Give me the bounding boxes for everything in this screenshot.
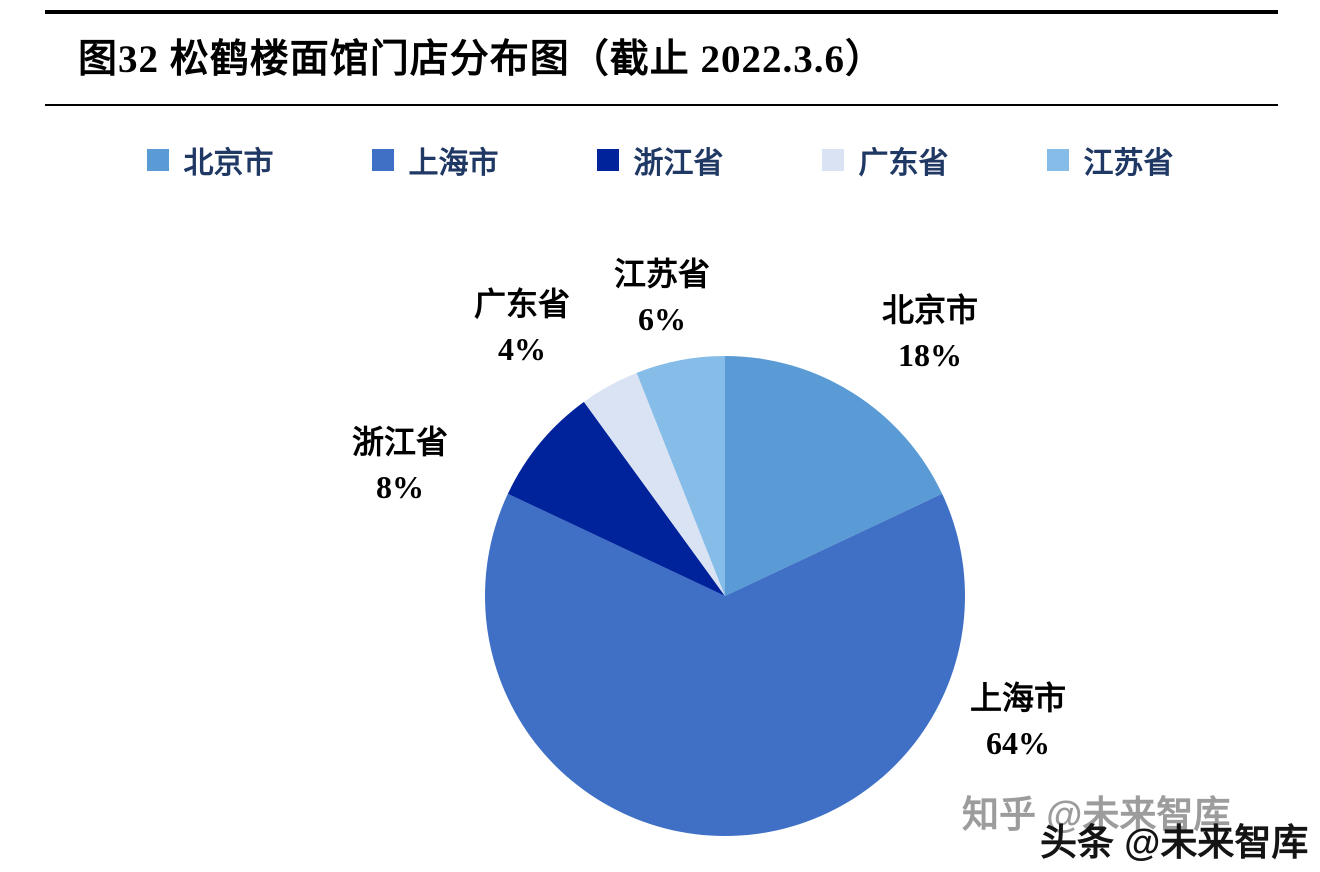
legend-item-1: 上海市 [371, 138, 499, 182]
legend: 北京市 上海市 浙江省 广东省 江苏省 [0, 138, 1320, 182]
pie-label-name-2: 浙江省 [351, 424, 448, 460]
legend-label-3: 广东省 [858, 147, 949, 180]
pie-label-name-3: 广东省 [473, 286, 570, 322]
pie-chart-wrap [479, 350, 971, 842]
pie-label-2: 浙江省 8% [310, 420, 490, 511]
watermark-zhihu: 知乎 @未来智库 [962, 794, 1231, 835]
top-rule [45, 10, 1278, 14]
legend-label-4: 江苏省 [1083, 147, 1174, 180]
title-divider-rule [45, 104, 1278, 106]
pie-slice-3 [583, 372, 725, 596]
legend-item-3: 广东省 [821, 138, 949, 182]
legend-swatch-0 [146, 149, 169, 171]
pie-slice-2 [507, 401, 725, 596]
pie-label-name-0: 北京市 [881, 292, 978, 328]
pie-label-1: 上海市 64% [928, 676, 1108, 767]
pie-label-value-3: 4% [498, 331, 546, 368]
legend-swatch-2 [596, 149, 619, 171]
legend-label-0: 北京市 [183, 147, 274, 180]
pie-label-name-1: 上海市 [969, 680, 1066, 716]
legend-label-1: 上海市 [408, 147, 499, 180]
legend-label-2: 浙江省 [633, 147, 724, 180]
legend-swatch-4 [1046, 149, 1069, 171]
legend-item-4: 江苏省 [1046, 138, 1174, 182]
legend-item-2: 浙江省 [596, 138, 724, 182]
pie-label-name-4: 江苏省 [613, 256, 710, 292]
legend-swatch-1 [371, 149, 394, 171]
pie-chart [485, 356, 965, 836]
pie-label-value-1: 64% [986, 725, 1050, 762]
pie-slice-0 [725, 356, 943, 596]
pie-label-0: 北京市 18% [840, 288, 1020, 379]
legend-swatch-3 [821, 149, 844, 171]
pie-label-value-0: 18% [898, 337, 962, 374]
figure-title: 图32 松鹤楼面馆门店分布图（截止 2022.3.6） [78, 38, 886, 81]
pie-slice-1 [485, 493, 965, 836]
pie-label-4: 江苏省 6% [572, 252, 752, 343]
pie-label-value-4: 6% [638, 301, 686, 338]
pie-label-value-2: 8% [376, 469, 424, 506]
legend-item-0: 北京市 [146, 138, 274, 182]
watermark-toutiao: 头条 @未来智库 [1040, 822, 1309, 863]
pie-slice-4 [636, 356, 725, 596]
pie-label-3: 广东省 4% [432, 282, 612, 373]
